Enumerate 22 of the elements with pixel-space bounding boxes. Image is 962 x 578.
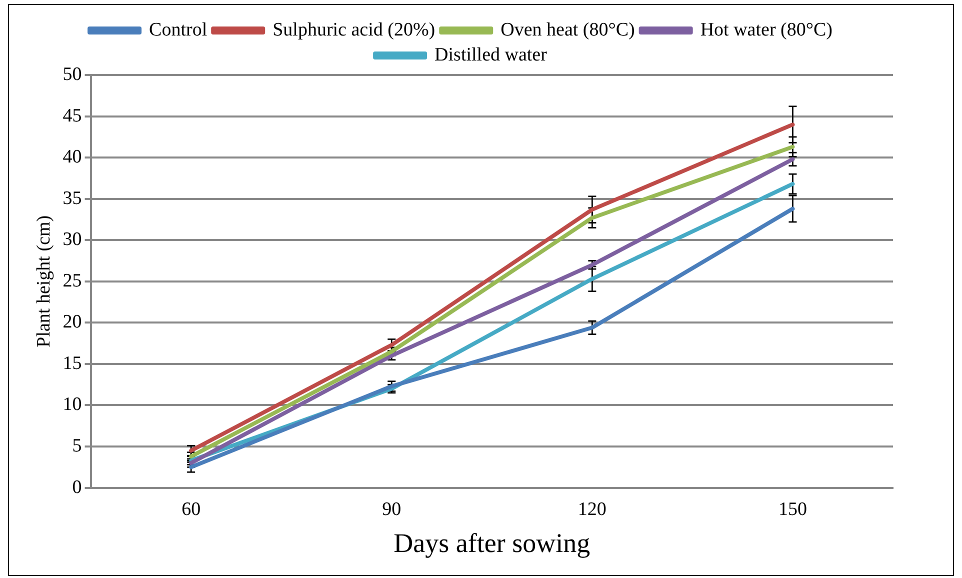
y-axis-title: Plant height (cm): [33, 215, 54, 348]
x-tick-label: 60: [182, 499, 201, 520]
y-tick-label: 40: [62, 146, 82, 168]
y-tick-label: 15: [62, 352, 82, 374]
legend-label: Control: [149, 19, 208, 40]
x-tick-label: 120: [578, 499, 606, 520]
legend-label: Sulphuric acid (20%): [272, 19, 436, 40]
y-tick-label: 30: [62, 229, 82, 250]
legend-label: Distilled water: [434, 44, 548, 66]
y-tick-label: 50: [62, 64, 82, 85]
legend-label: Oven heat (80°C): [500, 19, 635, 40]
y-tick-label: 0: [72, 476, 82, 498]
y-tick-label: 5: [72, 436, 82, 457]
y-tick-label: 45: [62, 105, 82, 126]
x-tick-label: 150: [778, 499, 807, 520]
legend-label: Hot water (80°C): [700, 19, 832, 40]
y-tick-label: 10: [62, 394, 82, 416]
x-tick-label: 90: [382, 499, 402, 520]
y-tick-label: 25: [62, 270, 82, 292]
y-tick-label: 20: [62, 312, 82, 333]
y-tick-label: 35: [62, 188, 82, 209]
x-axis-title: Days after sowing: [394, 528, 590, 558]
